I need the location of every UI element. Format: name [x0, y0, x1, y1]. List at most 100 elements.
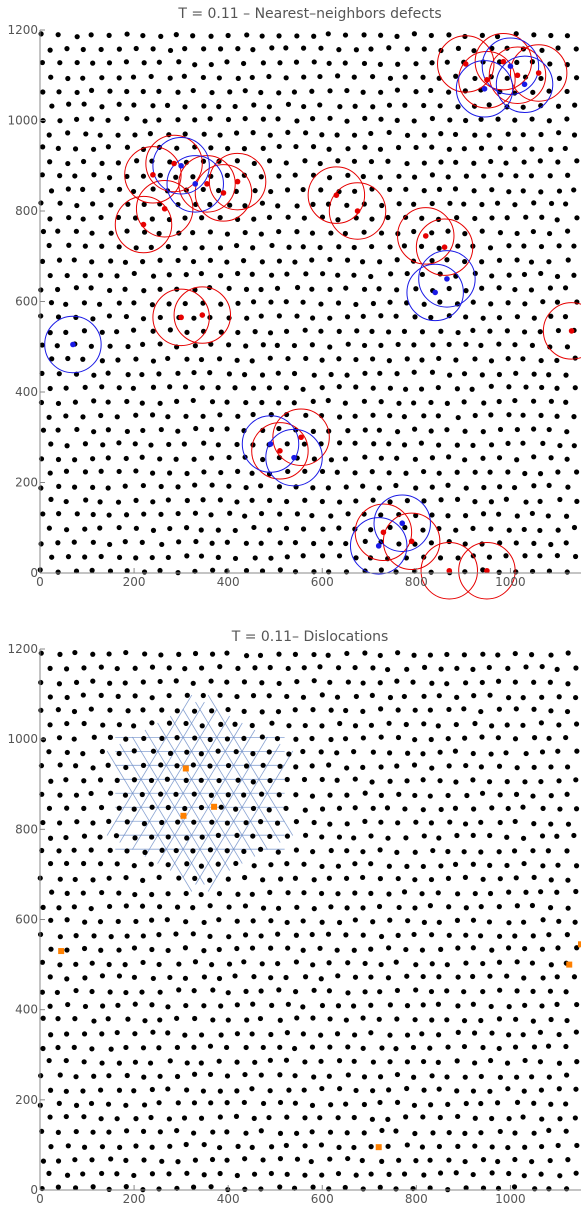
lattice-point	[486, 919, 493, 925]
lattice-point	[353, 693, 359, 700]
lattice-point	[99, 1031, 105, 1037]
lattice-point	[413, 987, 419, 993]
lattice-point	[301, 890, 307, 896]
lattice-point	[454, 917, 461, 923]
lattice-point	[156, 932, 162, 938]
defect-point	[380, 529, 387, 536]
lattice-point	[74, 59, 80, 66]
lattice-point	[241, 1099, 247, 1106]
lattice-point	[462, 88, 468, 94]
lattice-point	[497, 819, 503, 826]
lattice-point	[141, 1157, 147, 1163]
lattice-point	[463, 932, 469, 938]
lattice-point	[309, 286, 315, 292]
lattice-point	[514, 988, 520, 994]
lattice-point	[141, 569, 148, 575]
lattice-point	[429, 1073, 435, 1079]
lattice-point	[446, 904, 452, 910]
lattice-point	[537, 329, 543, 335]
lattice-point	[370, 665, 376, 671]
lattice-point	[557, 496, 563, 503]
lattice-point	[130, 385, 136, 391]
lattice-point	[175, 89, 181, 95]
lattice-point	[370, 1088, 376, 1094]
lattice-point	[401, 1171, 408, 1177]
lattice-point	[226, 904, 232, 910]
defect-point	[432, 289, 438, 296]
lattice-point	[462, 821, 469, 827]
lattice-point	[47, 835, 54, 841]
lattice-point	[88, 87, 95, 93]
lattice-point	[529, 342, 536, 348]
lattice-point	[386, 720, 392, 726]
lattice-point	[538, 243, 545, 250]
defect-points	[70, 58, 575, 574]
lattice-point	[150, 186, 156, 192]
lattice-point	[269, 242, 275, 249]
lattice-point	[191, 791, 197, 797]
lattice-point	[88, 343, 94, 349]
lattice-point	[191, 456, 197, 462]
lattice-point	[167, 327, 173, 333]
x-tick-label: 400	[217, 575, 240, 589]
lattice-point	[479, 259, 485, 265]
lattice-point	[38, 287, 44, 293]
lattice-point	[133, 468, 139, 474]
lattice-point	[513, 569, 519, 575]
lattice-point	[249, 470, 255, 476]
lattice-point	[71, 257, 77, 263]
lattice-point	[123, 1102, 129, 1108]
lattice-point	[302, 327, 308, 333]
lattice-point	[564, 429, 570, 435]
lattice-point	[564, 708, 571, 715]
lattice-point	[217, 692, 223, 698]
lattice-point	[274, 820, 281, 826]
lattice-point	[89, 116, 95, 122]
lattice-point	[208, 678, 214, 684]
lattice-point	[141, 201, 147, 207]
lattice-point	[428, 87, 434, 94]
lattice-point	[157, 286, 163, 292]
lattice-point	[404, 1003, 411, 1009]
lattice-point	[343, 285, 349, 291]
lattice-point	[99, 748, 105, 755]
lattice-point	[531, 706, 537, 712]
lattice-point	[294, 229, 300, 235]
lattice-point	[413, 485, 419, 491]
lattice-point	[64, 46, 70, 52]
lattice-point	[267, 132, 273, 138]
x-tick-label: 0	[36, 575, 44, 589]
lattice-point	[47, 330, 53, 336]
lattice-point	[487, 692, 493, 698]
lattice-point	[198, 1032, 205, 1038]
lattice-point	[97, 132, 103, 138]
lattice-point	[65, 1001, 71, 1008]
lattice-point	[513, 540, 519, 546]
lattice-point	[319, 806, 326, 812]
lattice-point	[504, 215, 510, 221]
lattice-point	[574, 215, 580, 221]
lattice-point	[318, 1142, 325, 1148]
lattice-point	[285, 665, 291, 672]
lattice-point	[283, 328, 290, 334]
lattice-point	[285, 101, 292, 107]
lattice-point	[243, 286, 250, 292]
lattice-point	[531, 32, 537, 38]
lattice-point	[360, 849, 366, 855]
lattice-point	[564, 764, 571, 770]
lattice-point	[462, 33, 468, 40]
lattice-point	[83, 131, 89, 137]
lattice-point	[175, 1100, 181, 1106]
defect-ring	[178, 155, 236, 213]
lattice-point	[157, 456, 163, 462]
lattice-point	[259, 399, 265, 406]
lattice-point	[489, 1030, 495, 1036]
defect-ring	[474, 32, 533, 91]
lattice-point	[108, 202, 114, 208]
lattice-point	[107, 343, 113, 349]
lattice-point	[159, 735, 165, 742]
lattice-point	[540, 299, 546, 305]
lattice-line	[132, 736, 218, 878]
lattice-point	[55, 707, 61, 713]
